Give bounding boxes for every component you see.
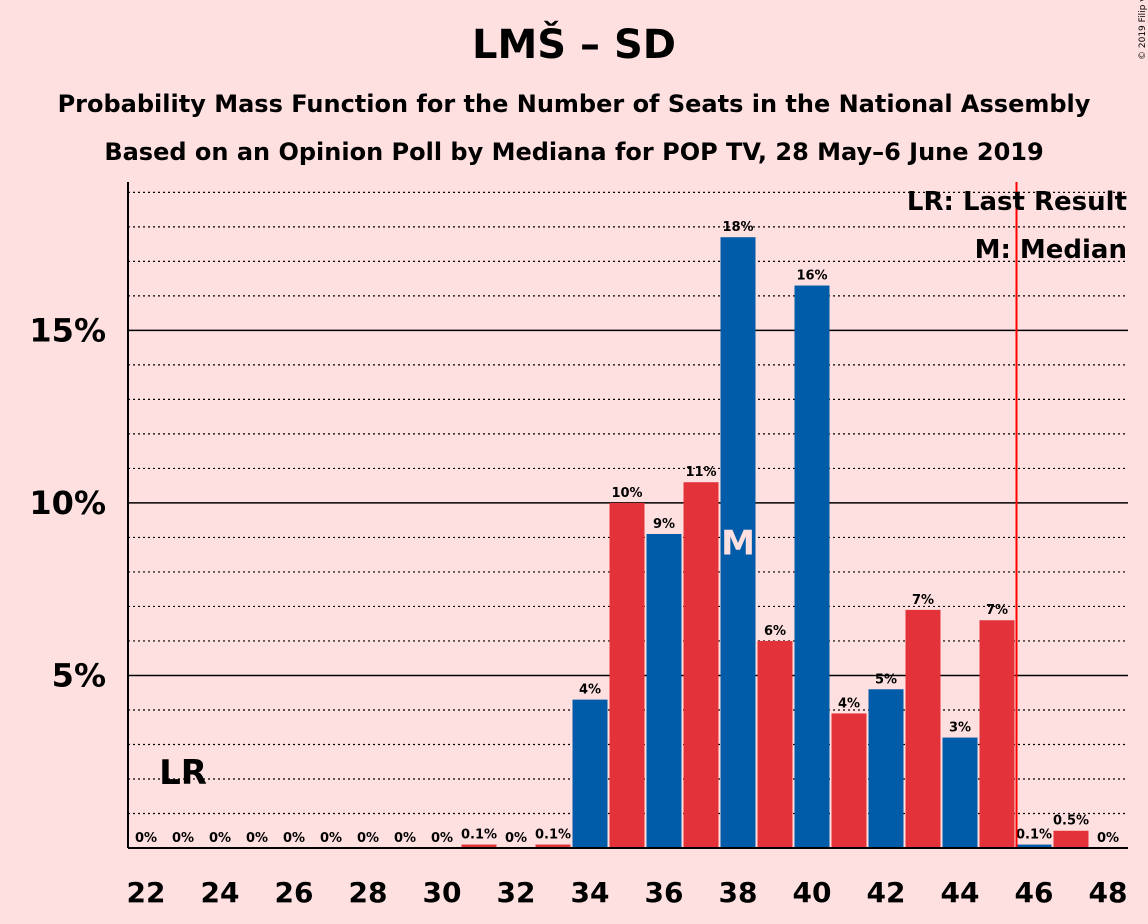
x-tick-label: 32 (497, 876, 536, 909)
bar (757, 640, 793, 848)
bar-value-label: 0% (135, 831, 157, 846)
bar-value-label: 7% (986, 603, 1008, 618)
x-tick-label: 42 (867, 876, 906, 909)
bar-value-label: 0% (505, 831, 527, 846)
bar (868, 689, 904, 848)
bar-value-label: 0% (431, 831, 453, 846)
bar-value-label: 0% (320, 831, 342, 846)
y-tick-label: 15% (29, 311, 106, 349)
x-tick-label: 30 (423, 876, 462, 909)
bar-value-label: 10% (611, 486, 642, 501)
bar-value-label: 11% (685, 465, 716, 480)
bar (535, 844, 571, 848)
y-tick-label: 5% (52, 656, 106, 694)
bar-value-label: 4% (838, 696, 860, 711)
chart-subtitle: Probability Mass Function for the Number… (57, 90, 1091, 118)
bar (794, 285, 830, 848)
bar-value-label: 9% (653, 517, 675, 532)
bar (831, 713, 867, 848)
y-tick-label: 10% (29, 484, 106, 522)
bar-value-label: 4% (579, 683, 601, 698)
x-tick-label: 46 (1015, 876, 1054, 909)
bar-value-label: 0.1% (535, 828, 571, 843)
bar (461, 844, 497, 848)
bar-value-label: 0% (246, 831, 268, 846)
last-result-mark: LR (159, 753, 207, 793)
bar-value-label: 0% (209, 831, 231, 846)
legend-median: M: Median (975, 235, 1127, 265)
median-mark: M (721, 524, 755, 564)
x-tick-label: 34 (571, 876, 610, 909)
bar (646, 533, 682, 848)
bar-value-label: 16% (796, 269, 827, 284)
x-tick-label: 28 (349, 876, 388, 909)
bar (683, 482, 719, 848)
x-tick-label: 38 (719, 876, 758, 909)
bar-value-label: 0% (357, 831, 379, 846)
x-tick-label: 44 (941, 876, 980, 909)
bar-value-label: 0% (172, 831, 194, 846)
bar-value-label: 0.5% (1053, 814, 1089, 829)
bar (609, 502, 645, 848)
bar (720, 237, 756, 849)
x-tick-label: 24 (201, 876, 240, 909)
x-tick-label: 22 (127, 876, 166, 909)
x-tick-label: 40 (793, 876, 832, 909)
chart-subtitle-2: Based on an Opinion Poll by Mediana for … (104, 138, 1044, 166)
bar (572, 699, 608, 848)
x-tick-label: 26 (275, 876, 314, 909)
bar (942, 737, 978, 848)
bar-value-label: 0% (283, 831, 305, 846)
bar (905, 609, 941, 848)
x-tick-label: 36 (645, 876, 684, 909)
chart-title: LMŠ – SD (472, 22, 676, 68)
bar-value-label: 6% (764, 624, 786, 639)
legend-last-result: LR: Last Result (907, 187, 1127, 217)
bar-value-label: 7% (912, 593, 934, 608)
bar-value-label: 0.1% (461, 828, 497, 843)
bar-value-label: 0% (394, 831, 416, 846)
bar-value-label: 5% (875, 672, 897, 687)
bar-value-label: 0.1% (1016, 828, 1052, 843)
bar-value-label: 18% (722, 220, 753, 235)
bar (1053, 830, 1089, 848)
x-tick-label: 48 (1089, 876, 1128, 909)
bar (979, 620, 1015, 848)
bar-value-label: 0% (1097, 831, 1119, 846)
bar (1016, 844, 1052, 848)
bar-value-label: 3% (949, 721, 971, 736)
